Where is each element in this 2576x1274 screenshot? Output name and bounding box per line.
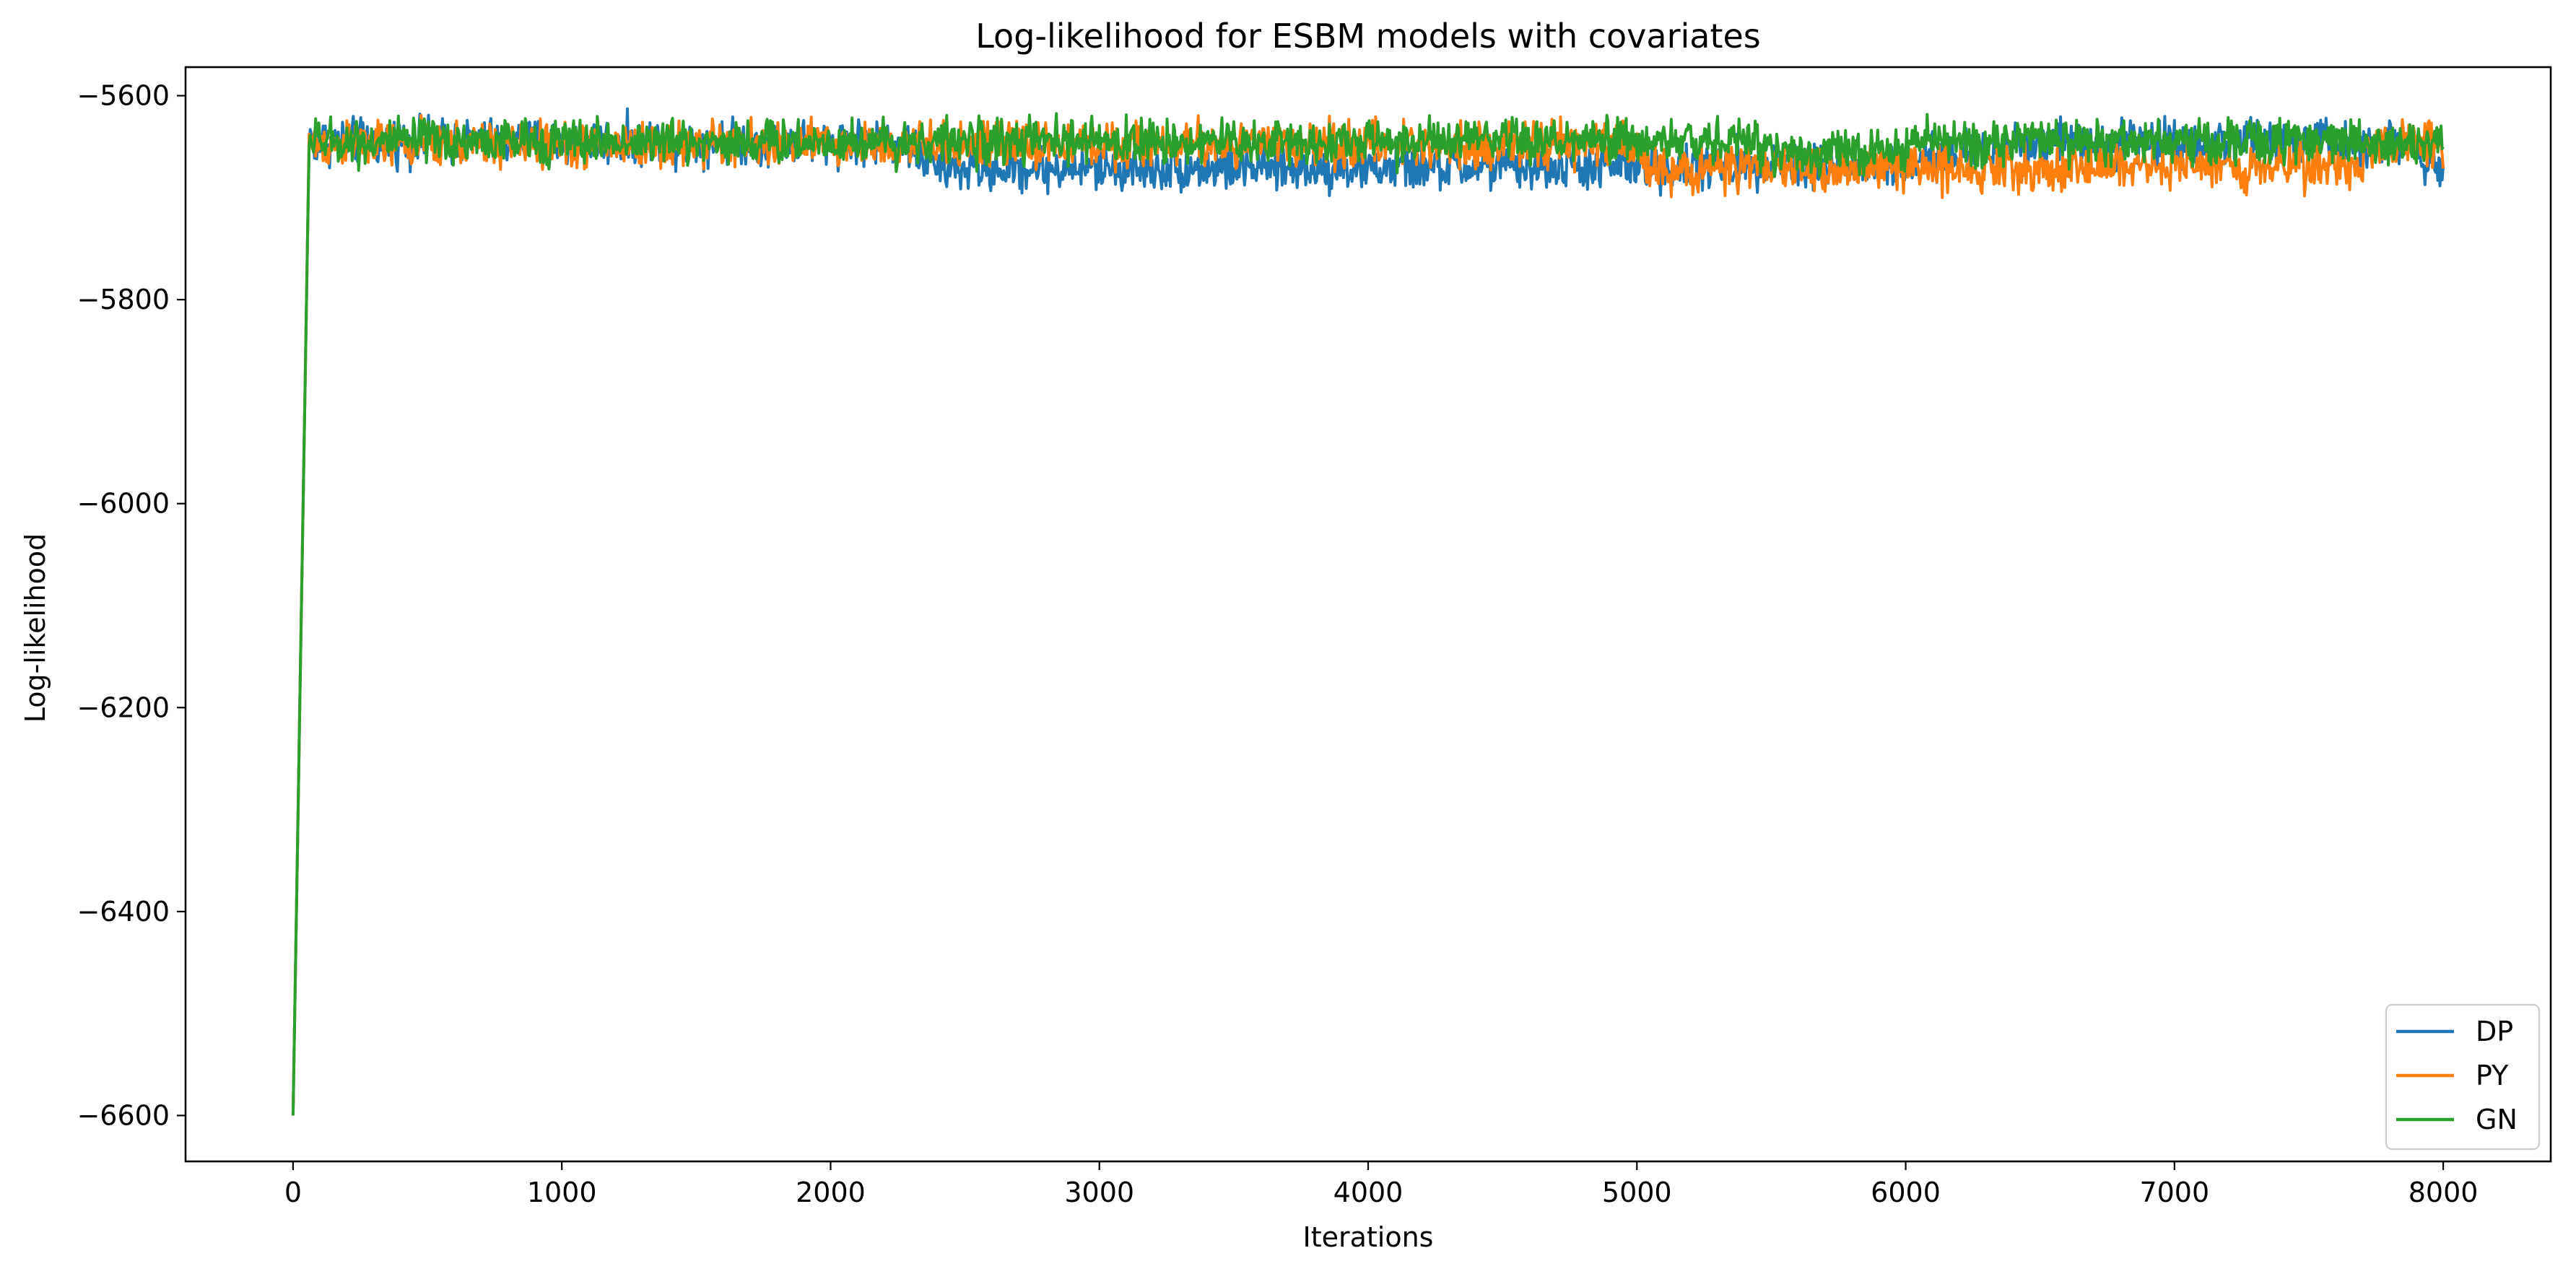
legend-label-dp: DP: [2476, 1016, 2513, 1047]
x-axis: 0 1000 2000 3000 4000 5000 6000 7000 8000: [284, 1161, 2479, 1208]
x-tick-label: 5000: [1602, 1177, 1672, 1208]
y-tick-label: −6600: [77, 1099, 170, 1131]
x-tick-label: 6000: [1871, 1177, 1941, 1208]
x-tick-label: 4000: [1333, 1177, 1404, 1208]
x-tick-label: 1000: [527, 1177, 597, 1208]
x-tick-label: 3000: [1064, 1177, 1134, 1208]
y-tick-label: −6400: [77, 896, 170, 928]
y-tick-label: −6200: [77, 691, 170, 723]
y-axis: −6600 −6400 −6200 −6000 −5800 −5600: [77, 80, 186, 1131]
legend-label-py: PY: [2476, 1060, 2509, 1091]
plot-area: [291, 107, 2445, 1116]
legend-box: [2385, 1003, 2541, 1151]
x-tick-label: 0: [284, 1177, 302, 1208]
legend: DP PY GN: [2385, 1003, 2541, 1151]
y-tick-label: −5600: [77, 80, 170, 112]
y-tick-label: −6000: [77, 488, 170, 520]
legend-label-gn: GN: [2476, 1104, 2518, 1135]
x-tick-label: 7000: [2139, 1177, 2209, 1208]
plot-frame: [184, 66, 2552, 1163]
x-tick-label: 8000: [2409, 1177, 2479, 1208]
y-tick-label: −5800: [77, 284, 170, 315]
x-tick-label: 2000: [796, 1177, 866, 1208]
series-line-gn: [291, 112, 2445, 1116]
chart-title: Log-likelihood for ESBM models with cova…: [975, 17, 1761, 56]
y-axis-label: Log-likelihood: [19, 533, 51, 723]
x-axis-label: Iterations: [1303, 1221, 1434, 1253]
